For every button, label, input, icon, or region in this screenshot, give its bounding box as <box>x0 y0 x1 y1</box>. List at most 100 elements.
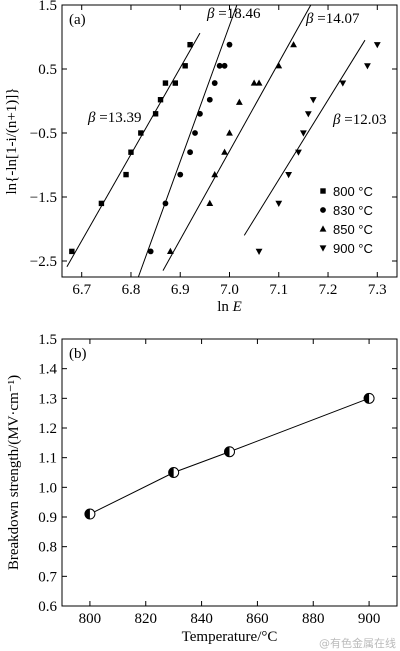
data-point-900-c <box>304 111 312 118</box>
y-tick-label-b-1-5: 1.5 <box>38 332 57 348</box>
x-tick-label-b-900: 900 <box>358 611 381 627</box>
beta-annotation-900-c: β =12.03 <box>332 112 386 128</box>
fit-line-850-c <box>162 4 312 271</box>
data-point-b-halffill <box>364 393 370 404</box>
beta-symbol: β <box>206 6 218 22</box>
beta-annotation-830-c: β =18.46 <box>206 6 261 22</box>
beta-value: =12.03 <box>344 112 386 128</box>
legend-label-850-c: 850 °C <box>333 222 373 237</box>
data-point-900-c <box>299 130 307 137</box>
y-axis-label-a: ln{-ln[1-i/(n+1)]} <box>4 88 20 195</box>
plot-area-frame-b <box>61 338 398 607</box>
data-point-850-c <box>235 98 243 105</box>
data-point-850-c <box>211 171 219 178</box>
data-point-800-c <box>187 41 193 48</box>
data-point-850-c <box>206 199 214 206</box>
data-point-800-c <box>128 149 134 155</box>
x-tick-label-a-6-8: 6.8 <box>122 282 141 298</box>
y-tick-label-a-0-5: −0.5 <box>30 126 57 142</box>
y-tick-label-b-1-3: 1.3 <box>38 391 57 407</box>
y-tick-label-a-1-5: 1.5 <box>38 0 57 14</box>
legend-label-830-c: 830 °C <box>333 203 373 218</box>
y-tick-label-b-0-6: 0.6 <box>38 599 57 615</box>
y-tick-label-a-0-5: 0.5 <box>38 62 57 78</box>
data-point-850-c <box>166 247 174 254</box>
data-point-900-c <box>339 80 347 87</box>
panel-a-chart: 6.7 6.8 6.9 7.0 7.1 7.2 7.3 1.5 0.5 −0.5 −1.5 −2.5 (… <box>4 0 398 315</box>
x-tick-label-b-860: 860 <box>246 611 269 627</box>
data-point-830-c <box>162 200 169 207</box>
data-point-900-c <box>255 248 263 255</box>
data-point-800-c <box>162 80 169 86</box>
y-tick-label-b-1-1: 1.1 <box>38 451 57 467</box>
data-point-830-c <box>197 110 203 117</box>
watermark-text: @有色金属在线 <box>319 636 396 650</box>
y-axis-label-b: Breakdown strength/(MV·cm⁻¹) <box>6 375 22 570</box>
data-point-830-c <box>226 41 233 48</box>
data-point-800-c <box>69 248 75 255</box>
y-tick-label-b-1-4: 1.4 <box>38 362 57 378</box>
fit-line-830-c <box>137 4 238 278</box>
beta-annotation-850-c: β =14.07 <box>305 11 360 27</box>
data-point-830-c <box>147 248 154 255</box>
data-point-b-800 <box>84 508 96 520</box>
y-tick-label-a-1-5: −1.5 <box>30 190 57 206</box>
panel-label-b: (b) <box>69 346 87 362</box>
data-point-900-c <box>295 149 302 156</box>
beta-value: =13.39 <box>99 110 141 126</box>
breakdown-strength-line <box>89 397 370 515</box>
x-tick-label-a-7-3: 7.3 <box>368 282 387 298</box>
data-point-800-c <box>98 200 105 207</box>
data-point-b-850 <box>224 446 235 458</box>
data-point-800-c <box>152 111 159 117</box>
data-point-830-c <box>221 62 228 69</box>
beta-symbol: β <box>332 112 344 128</box>
data-point-900-c <box>309 97 317 104</box>
x-tick-label-a-7-2: 7.2 <box>319 282 338 298</box>
y-tick-label-b-0-7: 0.7 <box>38 569 57 585</box>
data-point-850-c <box>255 79 263 86</box>
y-tick-label-b-1-0: 1.0 <box>38 480 57 496</box>
beta-value: =18.46 <box>218 6 261 22</box>
x-tick-label-a-7-1: 7.1 <box>269 282 288 298</box>
panel-label-a: (a) <box>69 12 86 28</box>
legend-marker-830-c <box>320 207 326 213</box>
x-tick-label-b-820: 820 <box>135 611 158 627</box>
x-axis-label-a-part2: E <box>232 299 242 315</box>
legend-marker-900-c <box>319 245 327 252</box>
legend-marker-800-c <box>320 188 326 194</box>
fit-line-900-c <box>243 39 366 236</box>
data-point-850-c <box>221 148 228 155</box>
x-axis-label-a-part1: ln <box>217 299 232 315</box>
beta-annotation-800-c: β =13.39 <box>87 110 141 126</box>
y-tick-label-b-0-9: 0.9 <box>38 510 57 526</box>
data-point-850-c <box>250 79 258 86</box>
x-tick-label-a-6-7: 6.7 <box>72 282 91 298</box>
x-axis-label-b: Temperature/°C <box>182 629 278 645</box>
data-point-830-c <box>187 149 193 156</box>
data-point-800-c <box>172 80 179 86</box>
legend-label-800-c: 800 °C <box>333 184 373 199</box>
data-point-b-900 <box>363 392 375 404</box>
data-point-830-c <box>211 80 218 86</box>
data-point-800-c <box>157 97 164 103</box>
x-tick-label-a-6-9: 6.9 <box>171 282 190 298</box>
x-tick-label-b-880: 880 <box>302 611 325 627</box>
x-tick-label-b-840: 840 <box>190 611 213 627</box>
x-tick-label-b-800: 800 <box>79 611 102 627</box>
beta-symbol: β <box>87 110 99 126</box>
data-point-900-c <box>285 172 293 179</box>
data-point-850-c <box>275 62 283 69</box>
y-tick-label-b-1-2: 1.2 <box>38 421 57 437</box>
data-point-900-c <box>373 42 381 49</box>
data-point-850-c <box>290 41 297 48</box>
data-point-b-halffill <box>224 446 230 457</box>
data-point-900-c <box>364 63 371 70</box>
data-point-800-c <box>123 171 129 178</box>
beta-value: =14.07 <box>317 11 360 27</box>
x-tick-label-a-7-0: 7.0 <box>220 282 239 298</box>
beta-symbol: β <box>305 11 317 27</box>
data-point-830-c <box>192 130 198 136</box>
panel-b-chart: 800 820 840 860 880 900 0.6 0.7 0.8 0.9 1.0 1.1 1.2 1… <box>6 332 398 645</box>
legend-label-900-c: 900 °C <box>333 241 373 256</box>
